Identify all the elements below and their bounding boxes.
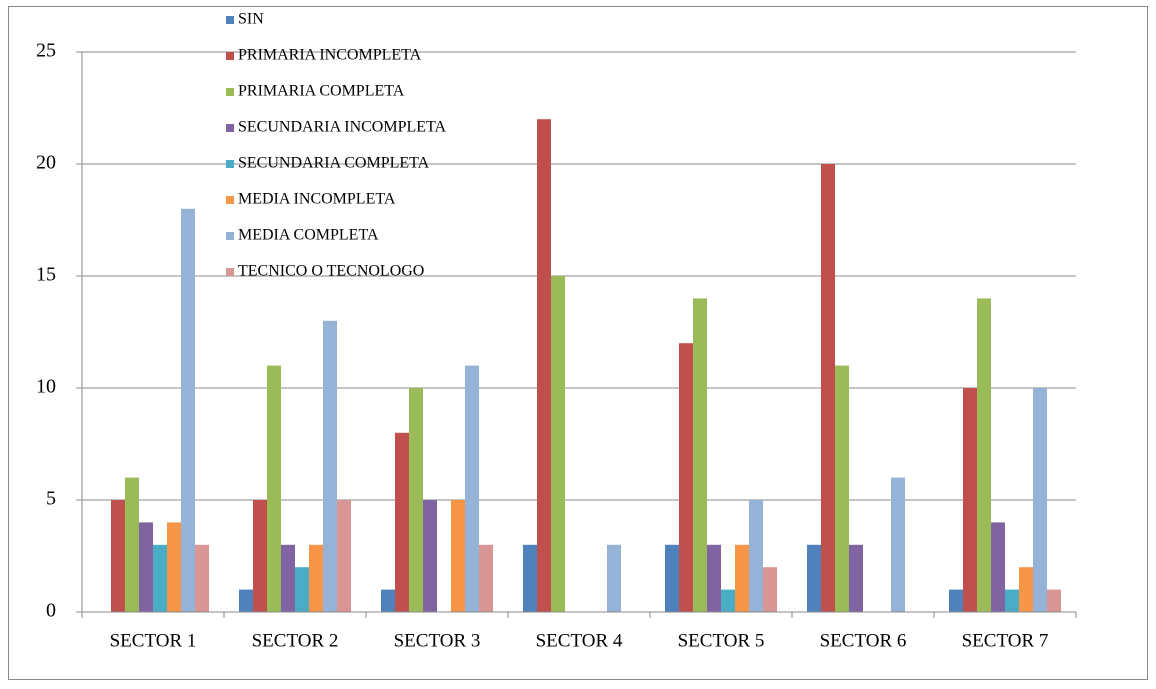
- legend-swatch: [226, 124, 234, 132]
- bar: [479, 544, 493, 612]
- bar: [721, 589, 735, 612]
- y-tick-label: 5: [46, 488, 56, 510]
- bar: [749, 500, 763, 612]
- bar: [381, 589, 395, 612]
- bar: [295, 567, 309, 612]
- bar: [693, 298, 707, 612]
- bar: [679, 343, 693, 612]
- bar: [309, 544, 323, 612]
- y-tick-label: 0: [46, 600, 56, 622]
- bar: [835, 365, 849, 612]
- legend-label: PRIMARIA COMPLETA: [238, 83, 405, 100]
- legend-label: MEDIA COMPLETA: [238, 227, 379, 244]
- y-tick-label: 15: [36, 264, 56, 286]
- bar: [949, 589, 963, 612]
- bar: [139, 522, 153, 612]
- legend-swatch: [226, 16, 234, 24]
- bar: [1019, 567, 1033, 612]
- bar: [281, 544, 295, 612]
- legend-swatch: [226, 52, 234, 60]
- bar: [323, 320, 337, 612]
- bar: [821, 164, 835, 612]
- bar: [409, 388, 423, 612]
- legend-swatch: [226, 196, 234, 204]
- bar: [1005, 589, 1019, 612]
- bar: [1047, 589, 1061, 612]
- legend-swatch: [226, 88, 234, 96]
- x-tick-label: SECTOR 6: [820, 630, 907, 651]
- bar: [991, 522, 1005, 612]
- bar: [111, 500, 125, 612]
- legend-swatch: [226, 160, 234, 168]
- y-tick-label: 20: [36, 152, 56, 174]
- bar: [763, 567, 777, 612]
- legend-label: SECUNDARIA INCOMPLETA: [238, 119, 447, 136]
- bar: [267, 365, 281, 612]
- legend-label: SIN: [238, 11, 264, 28]
- bar: [891, 477, 905, 612]
- bar: [707, 544, 721, 612]
- bar: [849, 544, 863, 612]
- bar: [665, 544, 679, 612]
- bar: [167, 522, 181, 612]
- bar: [423, 500, 437, 612]
- legend-swatch: [226, 268, 234, 276]
- legend-swatch: [226, 232, 234, 240]
- bar: [963, 388, 977, 612]
- bar: [1033, 388, 1047, 612]
- bar: [977, 298, 991, 612]
- y-tick-label: 10: [36, 376, 56, 398]
- legend-label: SECUNDARIA COMPLETA: [238, 155, 430, 172]
- bar: [807, 544, 821, 612]
- bar: [465, 365, 479, 612]
- bar: [125, 477, 139, 612]
- bar: [607, 544, 621, 612]
- bar: [239, 589, 253, 612]
- bar: [181, 208, 195, 613]
- x-tick-label: SECTOR 3: [394, 630, 481, 651]
- bar: [153, 544, 167, 612]
- x-tick-label: SECTOR 7: [962, 630, 1049, 651]
- x-tick-label: SECTOR 1: [110, 630, 197, 651]
- bar: [451, 500, 465, 612]
- bar: [735, 544, 749, 612]
- bar: [195, 544, 209, 612]
- y-tick-label: 25: [36, 40, 56, 62]
- legend-label: MEDIA INCOMPLETA: [238, 191, 396, 208]
- legend-label: PRIMARIA INCOMPLETA: [238, 47, 422, 64]
- bar: [337, 500, 351, 612]
- x-tick-label: SECTOR 5: [678, 630, 765, 651]
- bar: [253, 500, 267, 612]
- bar: [551, 276, 565, 612]
- bar: [537, 119, 551, 612]
- x-tick-label: SECTOR 2: [252, 630, 339, 651]
- legend-label: TECNICO O TECNOLOGO: [238, 263, 424, 280]
- bar: [395, 432, 409, 612]
- bar: [523, 544, 537, 612]
- x-tick-label: SECTOR 4: [536, 630, 623, 651]
